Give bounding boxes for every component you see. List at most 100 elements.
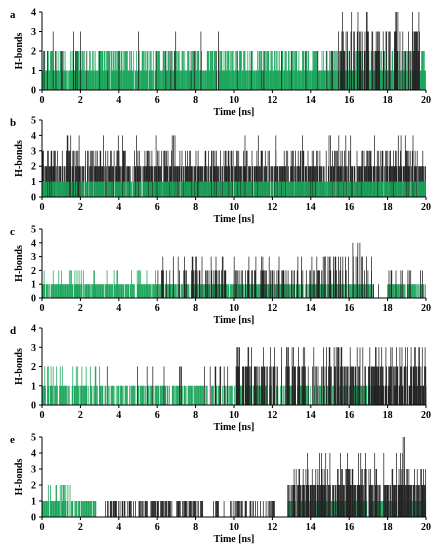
- series-dark: [106, 347, 427, 405]
- series-dark: [43, 12, 420, 90]
- x-axis-label: Time [ns]: [214, 107, 255, 118]
- x-tick-label: 20: [421, 522, 431, 533]
- x-tick-label: 4: [116, 522, 121, 533]
- x-tick-label: 6: [155, 202, 160, 213]
- x-tick-label: 16: [344, 202, 354, 213]
- data-marks: [41, 242, 426, 298]
- x-tick-label: 8: [193, 95, 198, 106]
- series-dark: [104, 437, 427, 517]
- y-tick-label: 4: [31, 449, 36, 460]
- x-tick-label: 16: [344, 95, 354, 106]
- x-tick-label: 4: [116, 410, 121, 421]
- x-tick-label: 8: [193, 303, 198, 314]
- x-tick-label: 10: [229, 410, 239, 421]
- x-tick-label: 10: [229, 95, 239, 106]
- x-tick-label: 2: [78, 95, 83, 106]
- x-tick-label: 16: [344, 303, 354, 314]
- x-tick-label: 2: [78, 303, 83, 314]
- x-tick-label: 12: [267, 522, 277, 533]
- y-tick-label: 2: [31, 47, 36, 58]
- y-tick-label: 2: [31, 266, 36, 277]
- x-tick-label: 14: [306, 522, 316, 533]
- series-dark: [157, 242, 423, 298]
- x-tick-label: 0: [40, 95, 45, 106]
- x-tick-label: 0: [40, 522, 45, 533]
- y-axis-label: H-bonds: [14, 459, 25, 496]
- x-tick-label: 0: [40, 202, 45, 213]
- x-tick-label: 16: [344, 410, 354, 421]
- y-tick-label: 0: [31, 513, 36, 524]
- x-tick-label: 12: [267, 95, 277, 106]
- y-tick-label: 4: [31, 324, 36, 335]
- x-tick-label: 14: [306, 202, 316, 213]
- y-tick-label: 2: [31, 362, 36, 373]
- y-tick-label: 5: [31, 225, 36, 236]
- x-tick-label: 6: [155, 303, 160, 314]
- x-tick-label: 10: [229, 202, 239, 213]
- x-tick-label: 20: [421, 410, 431, 421]
- y-tick-label: 3: [31, 146, 36, 157]
- y-tick-label: 4: [31, 238, 36, 249]
- x-tick-label: 10: [229, 303, 239, 314]
- panel-label: e: [10, 434, 15, 446]
- x-axis-label: Time [ns]: [214, 422, 255, 433]
- y-tick-label: 5: [31, 433, 36, 444]
- x-tick-label: 16: [344, 522, 354, 533]
- y-tick-label: 3: [31, 343, 36, 354]
- x-axis-label: Time [ns]: [214, 214, 255, 225]
- x-tick-label: 20: [421, 303, 431, 314]
- x-tick-label: 2: [78, 202, 83, 213]
- y-tick-label: 1: [31, 177, 36, 188]
- panel-label: b: [10, 117, 16, 129]
- y-tick-label: 1: [31, 66, 36, 77]
- panel-label: c: [10, 226, 15, 238]
- y-axis-label: H-bonds: [14, 348, 25, 385]
- x-axis-label: Time [ns]: [214, 534, 255, 545]
- x-axis-label: Time [ns]: [214, 315, 255, 326]
- y-tick-label: 0: [31, 401, 36, 412]
- data-marks: [41, 347, 427, 405]
- x-tick-label: 8: [193, 202, 198, 213]
- x-tick-label: 2: [78, 522, 83, 533]
- y-tick-label: 4: [31, 8, 36, 19]
- x-tick-label: 6: [155, 95, 160, 106]
- x-tick-label: 20: [421, 202, 431, 213]
- y-tick-label: 4: [31, 131, 36, 142]
- x-tick-label: 18: [383, 410, 393, 421]
- x-tick-label: 8: [193, 522, 198, 533]
- y-tick-label: 0: [31, 86, 36, 97]
- x-tick-label: 2: [78, 410, 83, 421]
- y-tick-label: 1: [31, 497, 36, 508]
- x-tick-label: 8: [193, 410, 198, 421]
- panel-label: a: [10, 9, 16, 21]
- x-tick-label: 6: [155, 410, 160, 421]
- y-tick-label: 2: [31, 481, 36, 492]
- x-tick-label: 12: [267, 410, 277, 421]
- y-tick-label: 3: [31, 465, 36, 476]
- x-tick-label: 12: [267, 202, 277, 213]
- y-tick-label: 1: [31, 280, 36, 291]
- data-marks: [41, 135, 426, 197]
- x-tick-label: 0: [40, 410, 45, 421]
- y-axis-label: H-bonds: [14, 140, 25, 177]
- data-marks: [41, 437, 427, 517]
- y-tick-label: 0: [31, 294, 36, 305]
- x-tick-label: 18: [383, 522, 393, 533]
- x-tick-label: 12: [267, 303, 277, 314]
- y-axis-label: H-bonds: [14, 245, 25, 282]
- x-tick-label: 14: [306, 410, 316, 421]
- y-tick-label: 3: [31, 252, 36, 263]
- y-axis-label: H-bonds: [14, 33, 25, 70]
- x-tick-label: 4: [116, 202, 121, 213]
- panel-label: d: [10, 325, 16, 337]
- x-tick-label: 18: [383, 202, 393, 213]
- y-tick-label: 2: [31, 162, 36, 173]
- x-tick-label: 0: [40, 303, 45, 314]
- x-tick-label: 18: [383, 95, 393, 106]
- x-tick-label: 4: [116, 303, 121, 314]
